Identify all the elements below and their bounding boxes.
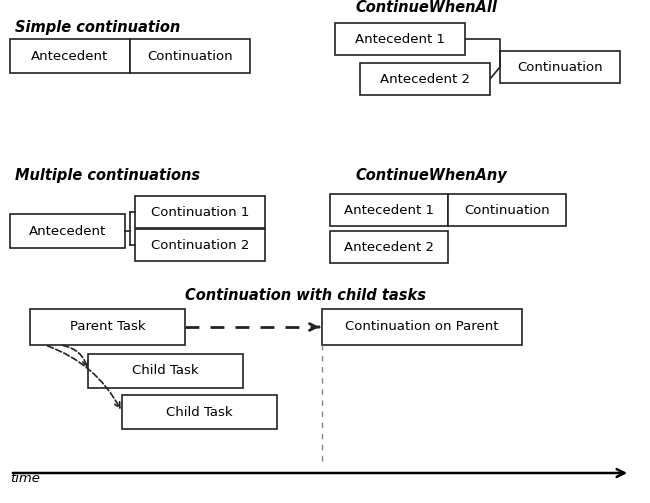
Text: Antecedent 2: Antecedent 2 (380, 72, 470, 86)
Bar (10, 214, 125, 248)
Text: Continuation 2: Continuation 2 (151, 238, 249, 252)
Bar (88, 354, 243, 388)
Bar (500, 51, 620, 83)
Text: Antecedent 1: Antecedent 1 (355, 33, 445, 45)
Bar (10, 39, 130, 73)
Text: Continuation: Continuation (464, 204, 550, 216)
Bar (322, 309, 522, 345)
Text: Child Task: Child Task (132, 365, 199, 377)
Text: Antecedent 1: Antecedent 1 (344, 204, 434, 216)
Text: Multiple continuations: Multiple continuations (15, 168, 200, 183)
Text: Antecedent: Antecedent (31, 49, 109, 62)
Bar (360, 63, 490, 95)
Bar (330, 194, 448, 226)
Bar (122, 395, 277, 429)
Text: Child Task: Child Task (166, 405, 233, 418)
Text: time: time (10, 472, 40, 485)
Bar (448, 194, 566, 226)
Bar (130, 39, 250, 73)
Text: Continuation: Continuation (517, 60, 603, 73)
Bar (330, 231, 448, 263)
Text: Continuation 1: Continuation 1 (151, 206, 249, 218)
Text: ContinueWhenAll: ContinueWhenAll (355, 0, 497, 15)
Text: Parent Task: Parent Task (70, 320, 146, 333)
Text: ContinueWhenAny: ContinueWhenAny (355, 168, 507, 183)
Bar (135, 196, 265, 228)
Bar (335, 23, 465, 55)
Text: Continuation: Continuation (147, 49, 233, 62)
Text: Continuation on Parent: Continuation on Parent (345, 320, 499, 333)
Bar (30, 309, 185, 345)
Text: Simple continuation: Simple continuation (15, 20, 180, 35)
Bar (135, 229, 265, 261)
Text: Antecedent 2: Antecedent 2 (344, 240, 434, 254)
Text: Continuation with child tasks: Continuation with child tasks (185, 288, 426, 303)
Text: Antecedent: Antecedent (29, 224, 106, 237)
